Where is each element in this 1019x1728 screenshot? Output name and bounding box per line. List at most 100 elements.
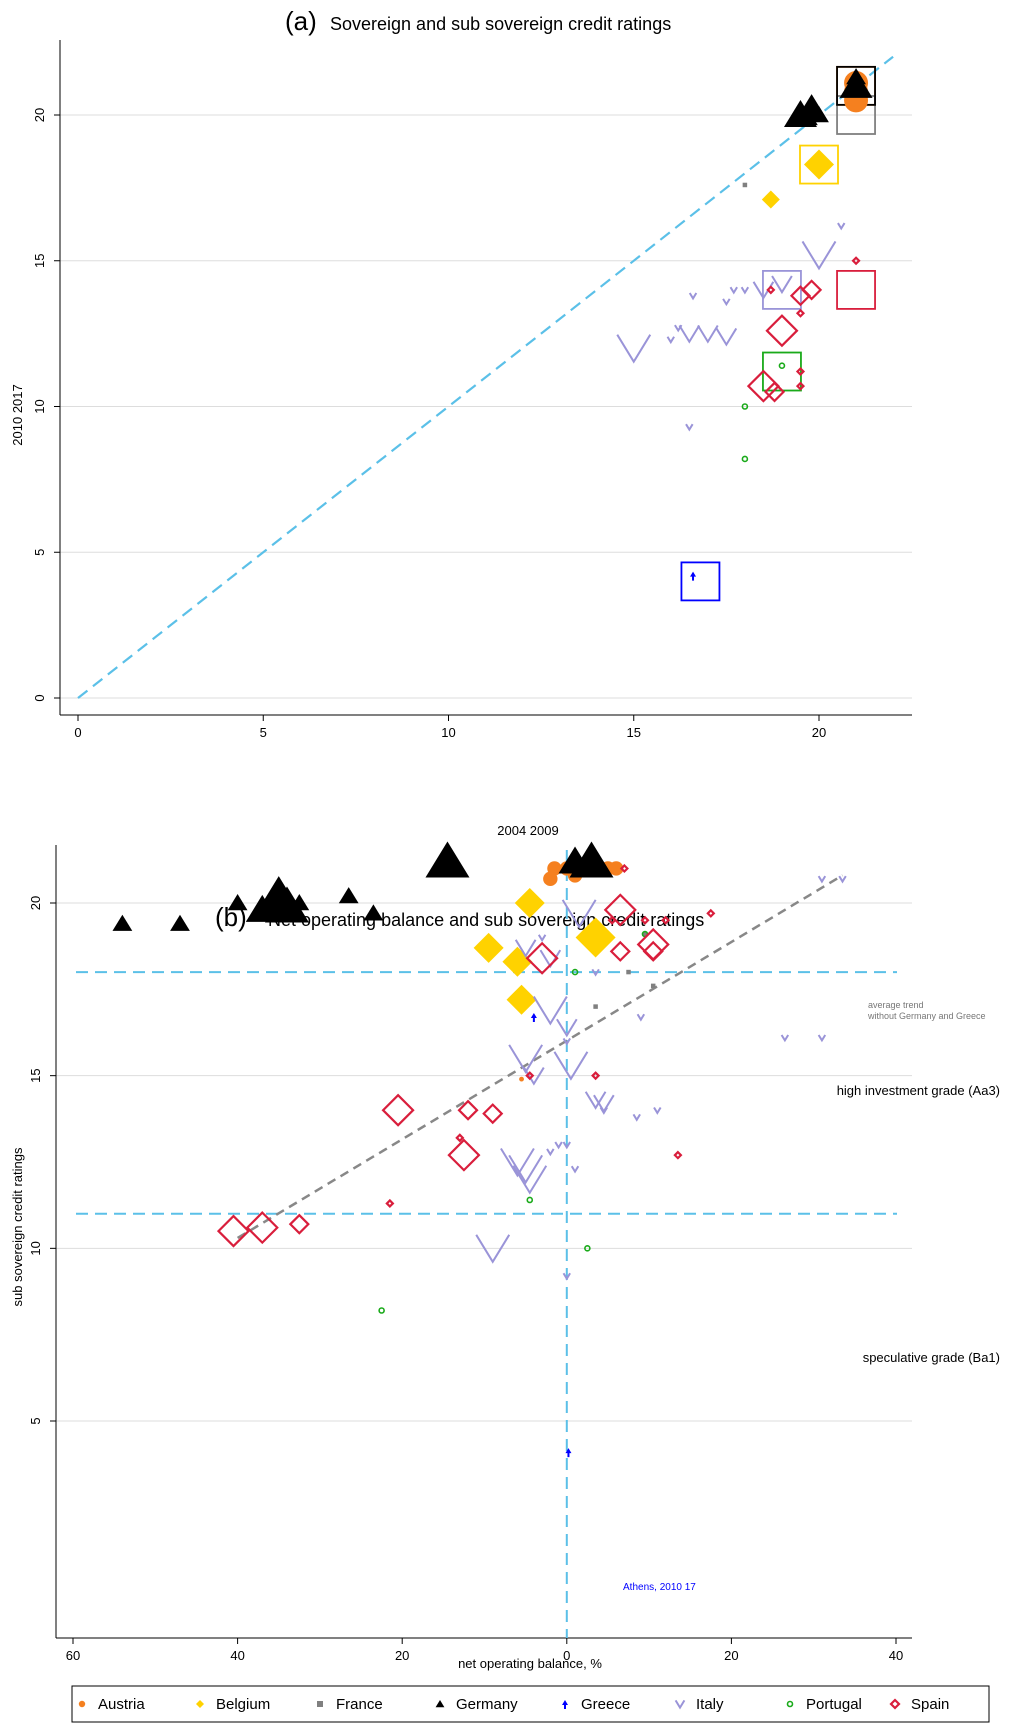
panel-b-point-italy-5 — [532, 996, 568, 1026]
panel-b-points — [112, 841, 847, 1458]
panel-b-point-spain-19 — [245, 1211, 279, 1245]
legend-item-greece: Greece — [562, 1696, 630, 1713]
panel-a-diagonal — [77, 55, 894, 699]
panel-a-y-axis-label: 2010 2017 — [10, 384, 25, 445]
panel-b-point-italy-13 — [632, 1113, 641, 1122]
panel-a-sovereign-greece — [680, 561, 721, 602]
panel-a-point-italy-6 — [688, 292, 698, 301]
panel-b-balance-vs-ratings: (b) Net operating balance and sub sovere… — [10, 841, 1000, 1671]
panel-a-point-italy-11 — [771, 275, 793, 295]
panel-b-point-italy-16 — [508, 1154, 544, 1185]
legend-item-austria: Austria — [78, 1696, 145, 1713]
panel-a-sovereign-belgium — [799, 144, 839, 185]
panel-b-point-italy-3 — [561, 899, 597, 929]
panel-a-sovereign-markers — [680, 65, 876, 602]
panel-a-point-spain-5 — [763, 381, 786, 403]
panel-b-point-france-1 — [650, 983, 656, 989]
legend-item-germany: Germany — [435, 1696, 518, 1713]
panel-b-point-germany-7 — [338, 887, 359, 904]
panel-a-point-italy-3 — [678, 325, 701, 344]
panel-b-y-axis-label: sub sovereign credit ratings — [10, 1147, 25, 1306]
panel-a-y-tick-label-3: 15 — [32, 254, 47, 268]
panel-b-point-spain-8 — [609, 940, 631, 962]
panel-a-points — [616, 68, 873, 581]
panel-b-point-spain-18 — [216, 1214, 251, 1248]
panel-a-x-tick-label-0: 0 — [74, 725, 81, 740]
legend-item-italy: Italy — [674, 1696, 724, 1713]
panel-b-point-france-0 — [626, 969, 631, 975]
panel-b-point-italy-24 — [636, 1013, 646, 1022]
panel-b-point-portugal-2 — [526, 1196, 534, 1204]
legend-label-austria: Austria — [98, 1696, 145, 1713]
panel-b-point-germany-1 — [170, 914, 190, 931]
panel-b-point-italy-0 — [514, 939, 537, 958]
legend-item-spain: Spain — [889, 1696, 949, 1713]
panel-a-sovereign-italy — [762, 269, 802, 310]
panel-a-point-germany-3 — [797, 108, 818, 126]
panel-b-point-germany-2 — [227, 894, 248, 911]
legend-label-greece: Greece — [581, 1696, 630, 1713]
panel-b-point-spain-3 — [640, 915, 650, 925]
panel-a-point-germany-4 — [839, 70, 873, 98]
legend-marker-italy — [674, 1699, 686, 1710]
panel-a-point-spain-3 — [765, 314, 799, 348]
panel-a-point-italy-13 — [837, 222, 846, 231]
panel-b-grid — [56, 902, 912, 1422]
panel-a-point-italy-9 — [740, 286, 750, 295]
panel-a-point-greece-0 — [690, 571, 697, 581]
panel-a-point-italy-7 — [722, 298, 731, 307]
panel-b-point-austria-7 — [519, 1076, 524, 1082]
panel-a-sovereign-spain — [836, 269, 876, 310]
panel-b-y-tick-label-0: 5 — [28, 1417, 43, 1424]
panel-b-point-portugal-3 — [584, 1245, 591, 1252]
panel-b-y-tick-label-3: 20 — [28, 896, 43, 910]
panel-a-point-spain-8 — [795, 308, 806, 318]
panel-b-x-tick-label-0: 60 — [66, 1648, 80, 1663]
legend-marker-austria — [78, 1700, 86, 1708]
panel-a-point-france-0 — [742, 182, 748, 188]
panel-a-x-tick-label-3: 15 — [627, 725, 641, 740]
legend: Austria Belgium France Germany Greece Italy Po… — [71, 1685, 990, 1723]
panel-a-point-italy-5 — [715, 327, 738, 347]
panel-a-point-belgium-0 — [804, 149, 834, 180]
panel-b-point-france-3 — [642, 931, 648, 937]
panel-a-point-spain-7 — [795, 381, 806, 391]
panel-b-point-italy-17 — [512, 1165, 548, 1195]
panel-b-point-austria-1 — [543, 871, 558, 887]
panel-b-point-spain-14 — [482, 1103, 504, 1125]
panel-a-letter: (a) — [285, 6, 317, 36]
panel-a-x-tick-label-1: 5 — [260, 725, 267, 740]
legend-frame — [71, 1685, 990, 1723]
panel-b-point-spain-4 — [661, 915, 671, 925]
panel-b-x-tick-label-1: 40 — [230, 1648, 244, 1663]
panel-a-sovereign-portugal — [762, 351, 802, 392]
panel-a-y-tick-label-0: 0 — [32, 694, 47, 701]
panel-b-point-spain-2 — [607, 915, 617, 925]
panel-a-point-portugal-1 — [778, 362, 786, 369]
panel-b-point-belgium-4 — [575, 917, 616, 958]
panel-a-point-italy-12 — [801, 240, 837, 271]
panel-a-point-portugal-0 — [741, 403, 749, 410]
panel-b-point-spain-11 — [591, 1071, 601, 1081]
panel-b-x-tick-label-4: 20 — [724, 1648, 738, 1663]
panel-a-sovereign-vs-subsovereign: (a) Sovereign and sub sovereign credit r… — [10, 6, 912, 838]
panel-a-point-spain-6 — [795, 366, 806, 377]
panel-b-reference-lines — [76, 850, 897, 1638]
athens-annotation: Athens, 2010 17 — [623, 1582, 696, 1593]
panel-b-point-italy-4 — [591, 968, 600, 977]
panel-b-point-germany-11 — [569, 841, 614, 878]
panel-b-point-spain-16 — [447, 1138, 481, 1172]
panel-b-point-spain-5 — [706, 908, 716, 918]
panel-a-x-tick-label-4: 20 — [812, 725, 826, 740]
panel-a-x-tick-label-2: 10 — [441, 725, 455, 740]
panel-b-point-italy-15 — [500, 1147, 535, 1178]
panel-a-point-italy-8 — [729, 286, 738, 295]
panel-a-y-tick-label-1: 5 — [32, 549, 47, 556]
panel-b-point-italy-8 — [553, 1051, 589, 1081]
panel-b-point-germany-8 — [363, 904, 384, 921]
panel-a-point-italy-4 — [697, 325, 719, 344]
panel-b-point-italy-21 — [570, 1165, 580, 1174]
panel-b-point-italy-26 — [817, 1034, 827, 1043]
legend-label-germany: Germany — [456, 1696, 518, 1713]
